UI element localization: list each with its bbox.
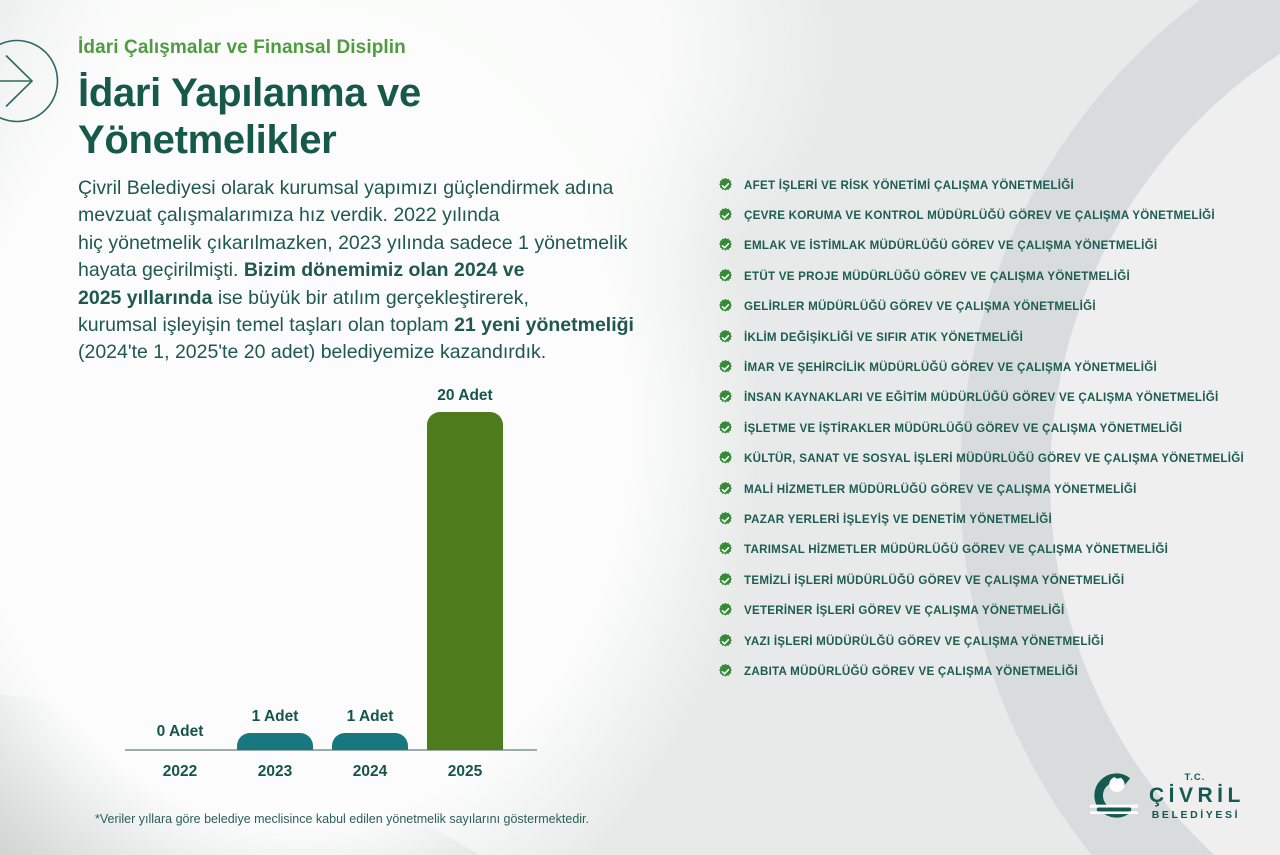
intro-text: Çivril Belediyesi olarak kurumsal yapımı… [78,177,628,282]
x-axis-tick-label: 2023 [257,763,293,780]
chart-axis-line [125,749,537,751]
check-badge-icon [717,298,734,315]
check-badge-icon [717,541,734,558]
check-badge-icon [717,207,734,224]
list-item: EMLAK VE İSTİMLAK MÜDÜRLÜĞÜ GÖREV VE ÇAL… [717,231,1265,261]
intro-text: ise büyük bir atılım gerçekleştirerek, k… [78,286,529,337]
logo-name-label: ÇİVRİL [1149,783,1245,807]
header: İdari Çalışmalar ve Finansal Disiplin İd… [78,37,718,164]
regulation-label: EMLAK VE İSTİMLAK MÜDÜRLÜĞÜ GÖREV VE ÇAL… [744,239,1158,253]
regulation-label: ZABITA MÜDÜRLÜĞÜ GÖREV VE ÇALIŞMA YÖNETM… [744,664,1078,678]
arrow-right-circle-icon [0,39,59,123]
check-badge-icon [717,237,734,254]
regulation-label: TEMİZLİ İŞLERİ MÜDÜRLÜĞÜ GÖREV VE ÇALIŞM… [744,573,1125,587]
check-badge-icon [717,177,734,194]
check-badge-icon [717,633,734,650]
bar-2025 [427,412,503,750]
chart-category-slot: 1 Adet 2023 [220,385,330,785]
check-badge-icon [717,511,734,528]
page-title: İdari Yapılanma ve Yönetmelikler [78,71,421,162]
regulation-label: YAZI İŞLERİ MÜDÜRÜLĞÜ GÖREV VE ÇALIŞMA Y… [744,634,1104,648]
section-eyebrow: İdari Çalışmalar ve Finansal Disiplin [78,37,406,58]
intro-text-bold: Bizim dönemimiz olan 2024 ve 2025 yıllar… [78,259,525,309]
x-axis-tick-label: 2022 [162,763,198,780]
chart-category-slot: 0 Adet 2022 [125,385,235,785]
regulation-label: İMAR VE ŞEHİRCİLİK MÜDÜRLÜĞÜ GÖREV VE ÇA… [744,361,1157,375]
list-item: TARIMSAL HİZMETLER MÜDÜRLÜĞÜ GÖREV VE ÇA… [717,535,1265,565]
intro-paragraph: Çivril Belediyesi olarak kurumsal yapımı… [78,175,718,367]
regulation-label: KÜLTÜR, SANAT VE SOSYAL İŞLERİ MÜDÜRLÜĞÜ… [744,452,1244,466]
bar-value-label: 20 Adet [437,387,493,404]
list-item: AFET İŞLERİ VE RİSK YÖNETİMİ ÇALIŞMA YÖN… [717,170,1265,200]
list-item: GELİRLER MÜDÜRLÜĞÜ GÖREV VE ÇALIŞMA YÖNE… [717,292,1265,322]
civril-belediyesi-logo: T.C. ÇİVRİL BELEDİYESİ [1090,770,1245,822]
chart-category-slot: 20 Adet 2025 [410,385,520,785]
regulation-label: AFET İŞLERİ VE RİSK YÖNETİMİ ÇALIŞMA YÖN… [744,178,1074,192]
list-item: KÜLTÜR, SANAT VE SOSYAL İŞLERİ MÜDÜRLÜĞÜ… [717,444,1265,474]
list-item: İNSAN KAYNAKLARI VE EĞİTİM MÜDÜRLÜĞÜ GÖR… [717,383,1265,413]
intro-text-bold: 21 yeni yönetmeliği [454,314,634,337]
x-axis-tick-label: 2024 [352,763,388,780]
list-item: ZABITA MÜDÜRLÜĞÜ GÖREV VE ÇALIŞMA YÖNETM… [717,656,1265,686]
chart-category-slot: 1 Adet 2024 [315,385,425,785]
civril-logo-mark [1090,773,1138,818]
chart-footnote: *Veriler yıllara göre belediye meclisinc… [95,812,589,826]
check-badge-icon [717,572,734,589]
logo-tc-label: T.C. [1184,771,1206,783]
regulations-bar-chart: 0 Adet 2022 1 Adet 2023 1 Adet 2024 20 Adet 202… [125,385,537,785]
regulation-label: İNSAN KAYNAKLARI VE EĞİTİM MÜDÜRLÜĞÜ GÖR… [744,391,1219,405]
check-badge-icon [717,602,734,619]
list-item: İŞLETME VE İŞTİRAKLER MÜDÜRLÜĞÜ GÖREV VE… [717,413,1265,443]
bar-value-label: 1 Adet [346,708,394,726]
logo-text: T.C. ÇİVRİL BELEDİYESİ [1145,772,1245,821]
check-badge-icon [717,389,734,406]
check-badge-icon [717,268,734,285]
list-item: YAZI İŞLERİ MÜDÜRÜLĞÜ GÖREV VE ÇALIŞMA Y… [717,626,1265,656]
bar-2024 [332,733,408,750]
list-item: MALİ HİZMETLER MÜDÜRLÜĞÜ GÖREV VE ÇALIŞM… [717,474,1265,504]
bar-value-label: 0 Adet [156,723,204,740]
regulation-label: İŞLETME VE İŞTİRAKLER MÜDÜRLÜĞÜ GÖREV VE… [744,421,1183,435]
check-badge-icon [717,663,734,680]
regulation-label: TARIMSAL HİZMETLER MÜDÜRLÜĞÜ GÖREV VE ÇA… [744,543,1169,557]
regulation-label: ÇEVRE KORUMA VE KONTROL MÜDÜRLÜĞÜ GÖREV … [744,209,1215,223]
bar-2023 [237,733,313,750]
check-badge-icon [717,420,734,437]
check-badge-icon [717,481,734,498]
regulation-label: VETERİNER İŞLERİ GÖREV VE ÇALIŞMA YÖNETM… [744,604,1065,618]
list-item: TEMİZLİ İŞLERİ MÜDÜRLÜĞÜ GÖREV VE ÇALIŞM… [717,565,1265,595]
regulation-label: GELİRLER MÜDÜRLÜĞÜ GÖREV VE ÇALIŞMA YÖNE… [744,300,1096,314]
list-item: İKLİM DEĞİŞİKLİĞİ VE SIFIR ATIK YÖNETMEL… [717,322,1265,352]
bar-value-label: 1 Adet [251,708,299,726]
regulation-label: PAZAR YERLERİ İŞLEYİŞ VE DENETİM YÖNETME… [744,512,1052,526]
intro-text: (2024'te 1, 2025'te 20 adet) belediyemiz… [78,341,547,364]
regulation-label: MALİ HİZMETLER MÜDÜRLÜĞÜ GÖREV VE ÇALIŞM… [744,482,1137,496]
logo-subtitle-label: BELEDİYESİ [1151,808,1241,821]
list-item: PAZAR YERLERİ İŞLEYİŞ VE DENETİM YÖNETME… [717,504,1265,534]
regulations-list: AFET İŞLERİ VE RİSK YÖNETİMİ ÇALIŞMA YÖN… [717,170,1265,687]
list-item: VETERİNER İŞLERİ GÖREV VE ÇALIŞMA YÖNETM… [717,595,1265,625]
list-item: ETÜT VE PROJE MÜDÜRLÜĞÜ GÖREV VE ÇALIŞMA… [717,261,1265,291]
list-item: ÇEVRE KORUMA VE KONTROL MÜDÜRLÜĞÜ GÖREV … [717,200,1265,230]
regulation-label: İKLİM DEĞİŞİKLİĞİ VE SIFIR ATIK YÖNETMEL… [744,330,1024,344]
check-badge-icon [717,450,734,467]
list-item: İMAR VE ŞEHİRCİLİK MÜDÜRLÜĞÜ GÖREV VE ÇA… [717,352,1265,382]
regulation-label: ETÜT VE PROJE MÜDÜRLÜĞÜ GÖREV VE ÇALIŞMA… [744,269,1130,283]
check-badge-icon [717,359,734,376]
check-badge-icon [717,329,734,346]
x-axis-tick-label: 2025 [447,763,483,780]
